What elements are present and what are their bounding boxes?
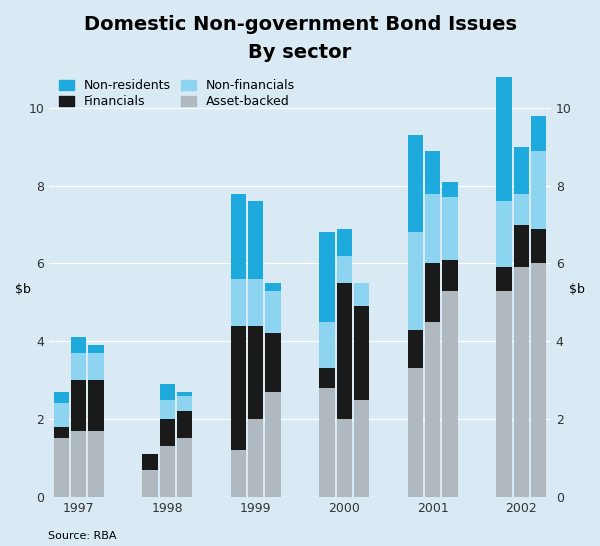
Y-axis label: $b: $b	[15, 283, 31, 296]
Bar	[442, 259, 458, 290]
Title: Domestic Non-government Bond Issues
By sector: Domestic Non-government Bond Issues By s…	[83, 15, 517, 62]
Bar	[88, 380, 104, 431]
Bar	[496, 77, 512, 201]
Bar	[407, 233, 423, 330]
Bar	[531, 264, 547, 497]
Bar	[248, 201, 263, 279]
Bar	[177, 411, 193, 438]
Bar	[160, 419, 175, 446]
Bar	[337, 229, 352, 256]
Bar	[53, 392, 69, 403]
Bar	[53, 403, 69, 427]
Bar	[53, 438, 69, 497]
Bar	[531, 151, 547, 229]
Bar	[407, 330, 423, 369]
Bar	[337, 256, 352, 283]
Bar	[53, 427, 69, 438]
Legend: Non-residents, Financials, Non-financials, Asset-backed: Non-residents, Financials, Non-financial…	[55, 75, 299, 112]
Bar	[160, 400, 175, 419]
Bar	[354, 400, 370, 497]
Bar	[177, 396, 193, 411]
Bar	[496, 290, 512, 497]
Bar	[88, 353, 104, 380]
Bar	[496, 201, 512, 268]
Bar	[319, 369, 335, 388]
Bar	[407, 135, 423, 233]
Bar	[442, 290, 458, 497]
Bar	[425, 193, 440, 264]
Bar	[442, 182, 458, 198]
Bar	[337, 283, 352, 419]
Bar	[265, 290, 281, 334]
Bar	[319, 388, 335, 497]
Bar	[160, 446, 175, 497]
Bar	[531, 116, 547, 151]
Bar	[442, 198, 458, 259]
Bar	[265, 334, 281, 392]
Bar	[265, 283, 281, 290]
Bar	[230, 326, 246, 450]
Bar	[177, 438, 193, 497]
Bar	[354, 306, 370, 400]
Bar	[407, 369, 423, 497]
Bar	[142, 470, 158, 497]
Bar	[425, 322, 440, 497]
Bar	[514, 147, 529, 193]
Bar	[142, 454, 158, 470]
Bar	[71, 431, 86, 497]
Bar	[88, 345, 104, 353]
Bar	[496, 268, 512, 290]
Bar	[230, 279, 246, 326]
Bar	[230, 450, 246, 497]
Y-axis label: $b: $b	[569, 283, 585, 296]
Bar	[230, 193, 246, 279]
Bar	[248, 419, 263, 497]
Bar	[319, 233, 335, 322]
Bar	[248, 279, 263, 326]
Bar	[319, 322, 335, 369]
Bar	[71, 337, 86, 353]
Bar	[354, 283, 370, 306]
Bar	[160, 384, 175, 400]
Bar	[71, 380, 86, 431]
Bar	[248, 326, 263, 419]
Bar	[265, 392, 281, 497]
Bar	[177, 392, 193, 396]
Bar	[425, 151, 440, 193]
Bar	[88, 431, 104, 497]
Bar	[514, 224, 529, 268]
Bar	[514, 193, 529, 224]
Bar	[531, 229, 547, 264]
Bar	[337, 419, 352, 497]
Bar	[71, 353, 86, 380]
Bar	[425, 264, 440, 322]
Bar	[514, 268, 529, 497]
Text: Source: RBA: Source: RBA	[48, 531, 116, 541]
